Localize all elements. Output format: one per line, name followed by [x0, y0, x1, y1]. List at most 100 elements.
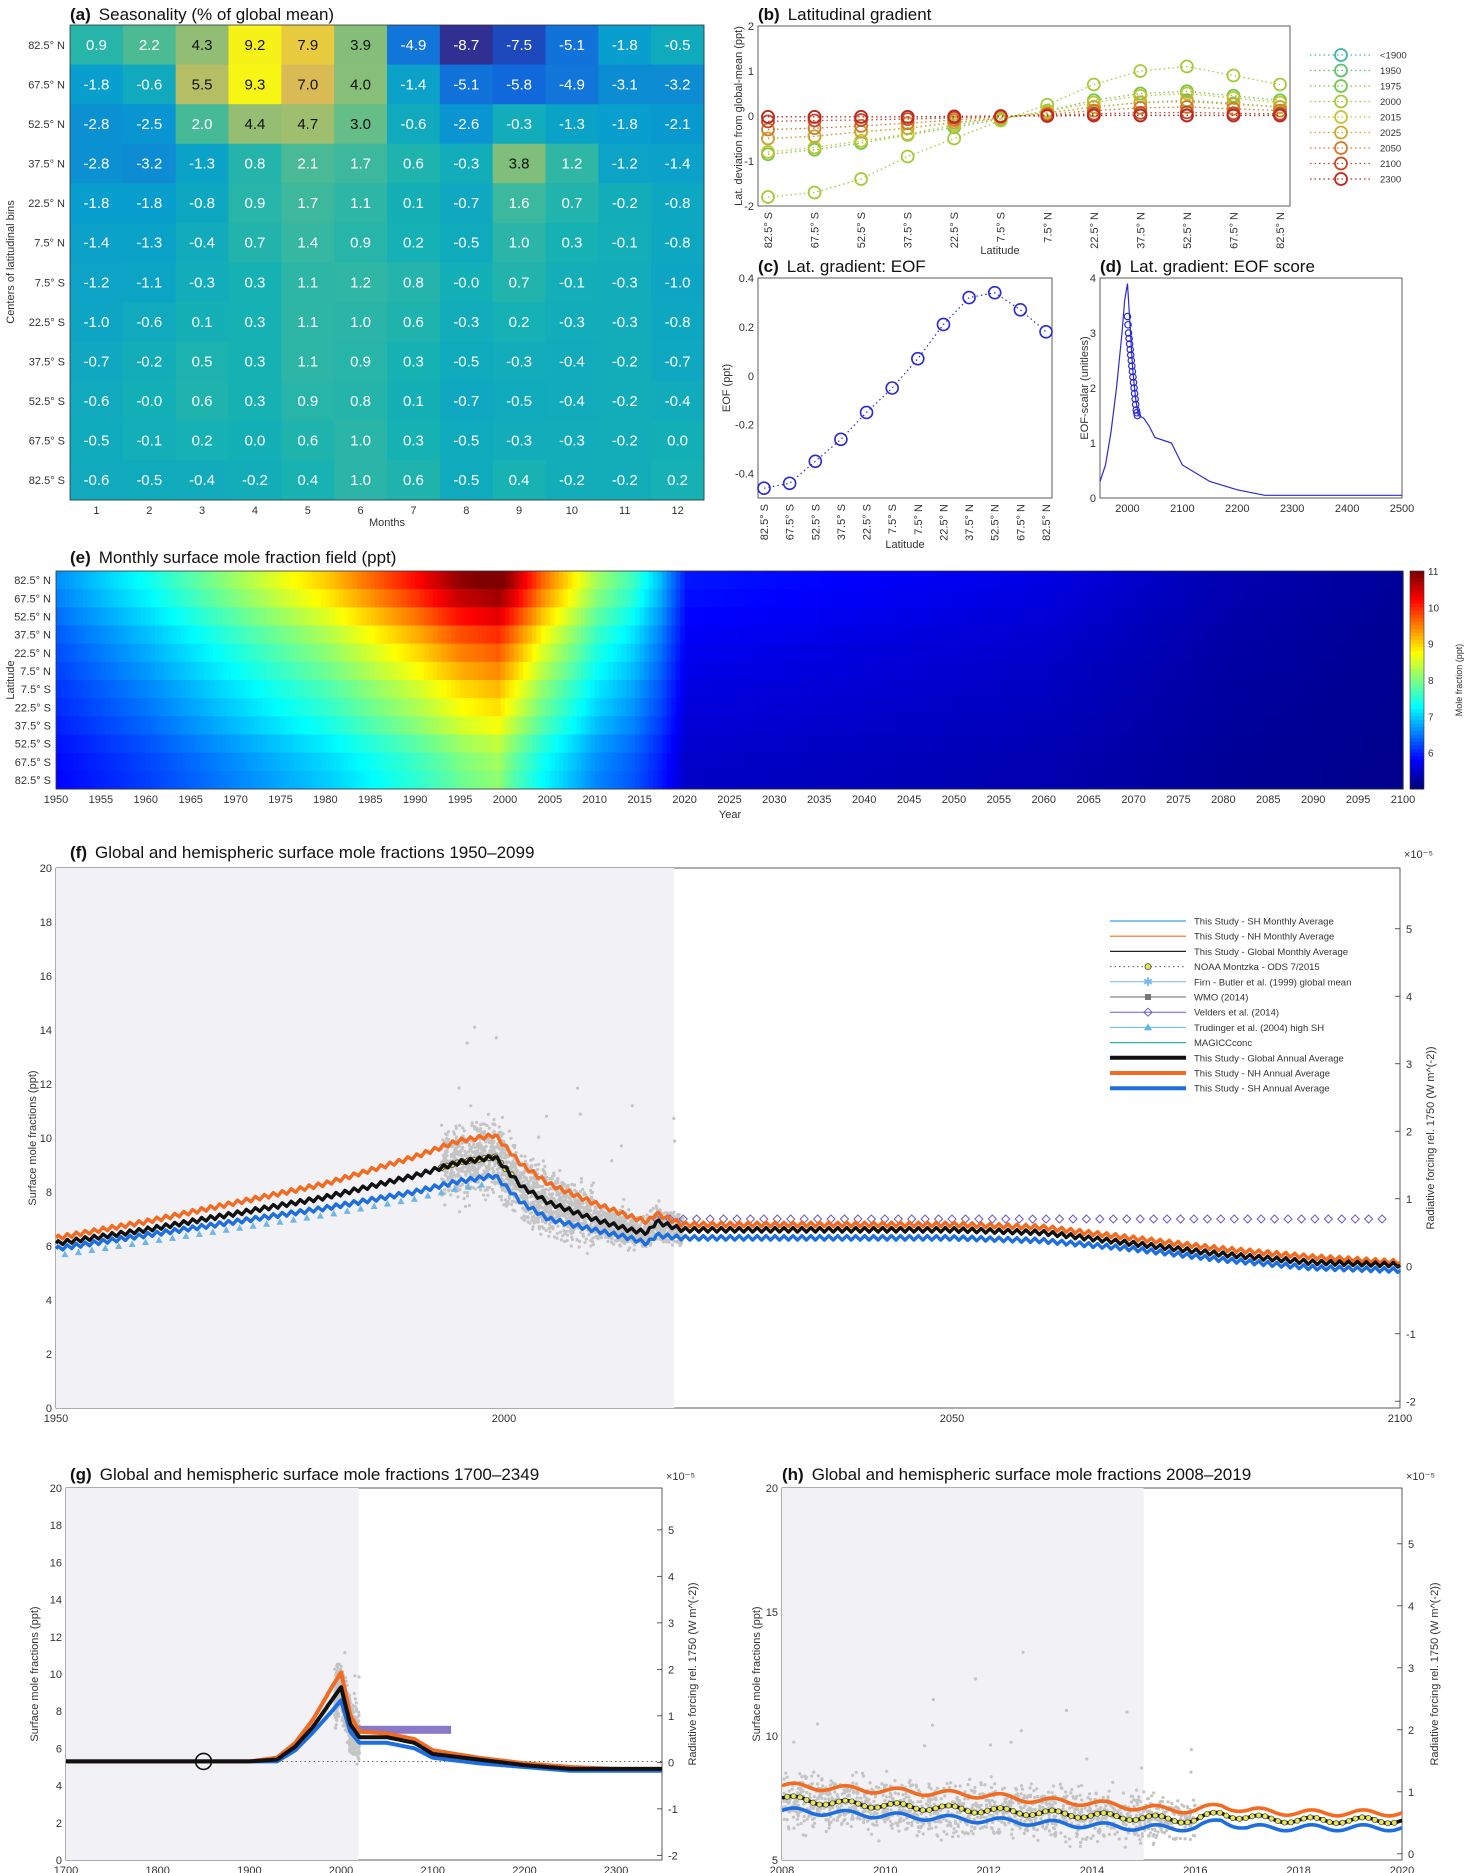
field-cell: [442, 607, 448, 626]
x-tick-label: 11: [619, 505, 630, 517]
field-cell: [1066, 643, 1072, 663]
field-cell: [805, 716, 811, 735]
field-cell: [873, 643, 879, 663]
field-cell: [1317, 571, 1323, 590]
field-cell: [446, 607, 452, 626]
colorbar-swatch: [1410, 589, 1424, 594]
field-cell: [769, 770, 775, 790]
field-cell: [742, 734, 749, 754]
series-point: [947, 131, 962, 146]
field-cell: [1286, 571, 1292, 590]
field-cell: [1380, 680, 1386, 699]
field-cell: [1308, 661, 1314, 681]
heatmap-cell-value: -0.5: [453, 433, 479, 450]
colorbar-swatch: [1410, 687, 1424, 692]
field-cell: [1277, 607, 1283, 626]
field-cell: [540, 770, 547, 790]
station-observation-point: [507, 1196, 511, 1200]
field-cell: [936, 589, 942, 608]
field-cell: [639, 680, 645, 699]
field-cell: [1232, 680, 1238, 699]
field-cell: [258, 680, 264, 699]
field-cell: [720, 571, 726, 590]
heatmap-cell-value: -0.3: [453, 156, 479, 173]
field-cell: [1120, 571, 1126, 590]
field-cell: [1111, 734, 1117, 754]
field-cell: [1272, 716, 1278, 735]
field-cell: [204, 698, 210, 717]
field-cell: [513, 716, 520, 735]
heatmap-cell-value: -1.0: [665, 274, 691, 291]
field-cell: [383, 680, 389, 699]
field-cell: [774, 625, 780, 645]
field-cell: [1259, 734, 1265, 754]
field-cell: [711, 698, 717, 717]
x-tick-label: 2075: [1166, 794, 1190, 806]
y-tick-label: 2: [748, 21, 754, 33]
field-cell: [78, 770, 84, 790]
field-cell: [980, 770, 987, 790]
field-cell: [567, 661, 573, 681]
field-cell: [792, 680, 798, 699]
field-cell: [199, 643, 205, 663]
station-observation-point: [530, 1215, 534, 1219]
field-cell: [796, 643, 802, 663]
heatmap-cell-value: -0.2: [242, 472, 268, 489]
field-cell: [927, 643, 933, 663]
field-cell: [249, 661, 255, 681]
field-cell: [410, 698, 416, 717]
colorbar-swatch: [1410, 676, 1424, 681]
field-cell: [648, 625, 654, 645]
field-cell: [931, 625, 937, 645]
field-cell: [419, 643, 425, 663]
field-cell: [536, 680, 542, 699]
field-cell: [56, 734, 62, 754]
field-cell: [751, 661, 758, 681]
field-cell: [949, 571, 955, 590]
field-cell: [1353, 589, 1359, 608]
field-cell: [1196, 716, 1202, 735]
field-cell: [585, 770, 591, 790]
heatmap-cell: [70, 420, 124, 461]
heatmap-cell: [70, 460, 124, 501]
field-cell: [401, 770, 407, 790]
field-cell: [1075, 734, 1081, 754]
field-cell: [1088, 716, 1094, 735]
panel-b-title: (b) Latitudinal gradient: [758, 5, 932, 24]
field-cell: [56, 643, 62, 663]
field-cell: [415, 625, 421, 645]
field-cell: [1160, 643, 1166, 663]
field-cell: [1308, 716, 1314, 735]
field-cell: [891, 607, 897, 626]
field-cell: [145, 607, 151, 626]
field-cell: [1147, 770, 1153, 790]
field-cell: [199, 607, 205, 626]
heatmap-cell-value: 0.3: [244, 393, 265, 410]
heatmap-cell: [492, 341, 546, 382]
field-cell: [469, 734, 475, 754]
panel-b-plot: [761, 59, 1287, 204]
field-cell: [711, 716, 717, 735]
field-cell: [980, 698, 987, 717]
field-cell: [693, 589, 699, 608]
field-cell: [1385, 752, 1391, 772]
legend-marker: [1334, 94, 1348, 109]
heatmap-cell-value: -0.7: [453, 195, 479, 212]
field-cell: [765, 680, 771, 699]
field-cell: [199, 716, 205, 735]
field-cell: [603, 752, 609, 772]
field-cell: [1129, 734, 1135, 754]
field-cell: [347, 571, 353, 590]
field-cell: [1313, 661, 1319, 681]
field-cell: [293, 698, 300, 717]
field-cell: [823, 571, 829, 590]
field-cell: [962, 698, 969, 717]
field-cell: [662, 770, 668, 790]
field-cell: [1043, 607, 1049, 626]
field-cell: [567, 770, 573, 790]
heatmap-cell: [70, 183, 124, 224]
field-cell: [1272, 770, 1278, 790]
field-cell: [702, 734, 708, 754]
field-cell: [1281, 643, 1287, 663]
heatmap-cell: [122, 381, 177, 422]
